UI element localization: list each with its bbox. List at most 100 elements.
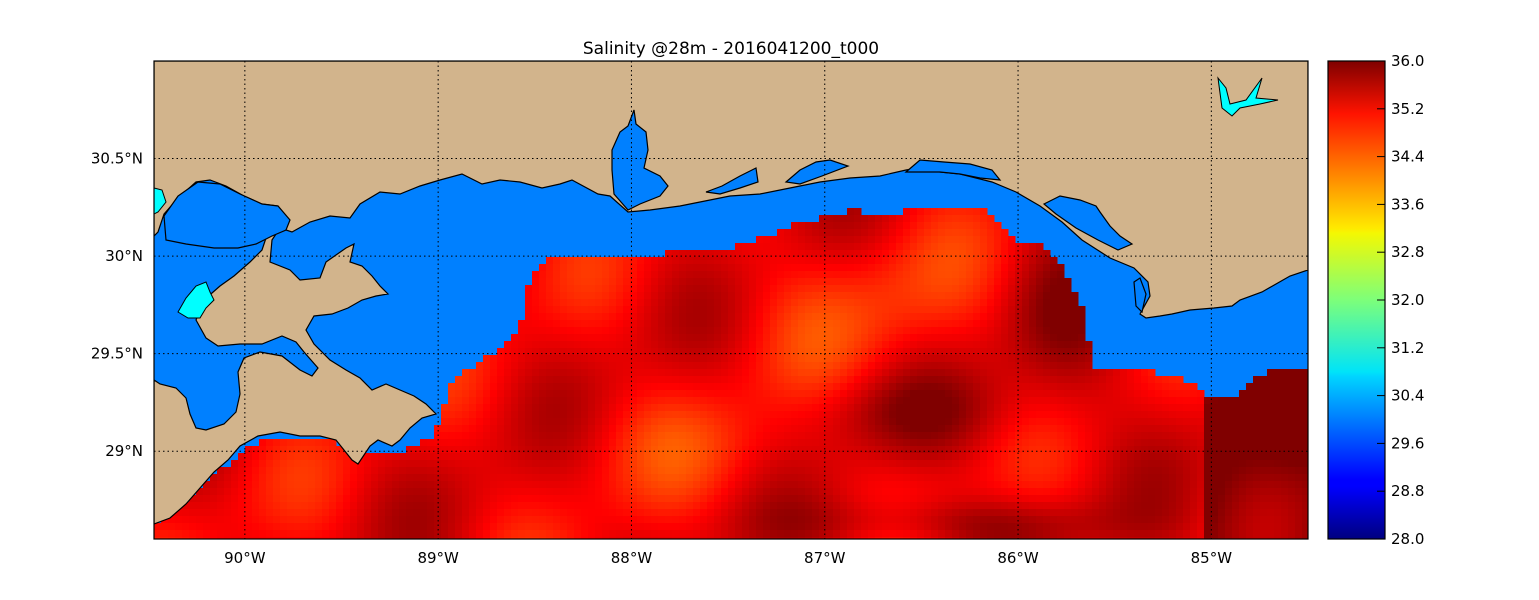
salinity-cell bbox=[1036, 411, 1044, 419]
salinity-cell bbox=[875, 432, 883, 440]
salinity-cell bbox=[1092, 439, 1100, 447]
salinity-cell bbox=[749, 376, 757, 384]
salinity-cell bbox=[1225, 432, 1233, 440]
salinity-cell bbox=[630, 453, 638, 461]
salinity-cell bbox=[721, 537, 729, 539]
salinity-cell bbox=[644, 418, 652, 426]
salinity-cell bbox=[616, 439, 624, 447]
salinity-cell bbox=[959, 446, 967, 454]
salinity-cell bbox=[826, 369, 834, 377]
salinity-cell bbox=[1218, 439, 1226, 447]
salinity-cell bbox=[511, 411, 519, 419]
salinity-cell bbox=[266, 474, 274, 482]
salinity-cell bbox=[707, 411, 715, 419]
salinity-cell bbox=[980, 264, 988, 272]
salinity-cell bbox=[1001, 278, 1009, 286]
salinity-cell bbox=[875, 383, 883, 391]
salinity-cell bbox=[728, 327, 736, 335]
salinity-cell bbox=[854, 334, 862, 342]
salinity-cell bbox=[889, 432, 897, 440]
salinity-cell bbox=[637, 320, 645, 328]
salinity-cell bbox=[490, 523, 498, 531]
salinity-cell bbox=[889, 376, 897, 384]
salinity-cell bbox=[756, 537, 764, 539]
salinity-cell bbox=[609, 299, 617, 307]
salinity-cell bbox=[707, 292, 715, 300]
salinity-cell bbox=[952, 467, 960, 475]
salinity-cell bbox=[798, 397, 806, 405]
salinity-cell bbox=[1155, 404, 1163, 412]
salinity-cell bbox=[560, 516, 568, 524]
salinity-cell bbox=[1169, 418, 1177, 426]
salinity-cell bbox=[749, 460, 757, 468]
salinity-cell bbox=[1225, 523, 1233, 531]
salinity-cell bbox=[301, 509, 309, 517]
salinity-cell bbox=[917, 446, 925, 454]
salinity-cell bbox=[1071, 425, 1079, 433]
salinity-cell bbox=[1008, 278, 1016, 286]
salinity-cell bbox=[896, 285, 904, 293]
salinity-cell bbox=[1092, 509, 1100, 517]
salinity-cell bbox=[371, 488, 379, 496]
salinity-cell bbox=[658, 509, 666, 517]
salinity-cell bbox=[700, 369, 708, 377]
salinity-cell bbox=[448, 397, 456, 405]
salinity-cell bbox=[910, 488, 918, 496]
salinity-cell bbox=[469, 453, 477, 461]
salinity-cell bbox=[1162, 418, 1170, 426]
salinity-cell bbox=[1260, 432, 1268, 440]
salinity-cell bbox=[539, 334, 547, 342]
salinity-cell bbox=[644, 474, 652, 482]
salinity-cell bbox=[469, 369, 477, 377]
salinity-cell bbox=[1022, 257, 1030, 265]
salinity-cell bbox=[1029, 446, 1037, 454]
salinity-cell bbox=[518, 523, 526, 531]
salinity-cell bbox=[1071, 383, 1079, 391]
salinity-cell bbox=[868, 425, 876, 433]
salinity-cell bbox=[630, 411, 638, 419]
salinity-cell bbox=[735, 523, 743, 531]
salinity-cell bbox=[840, 229, 848, 237]
salinity-cell bbox=[210, 502, 218, 510]
salinity-cell bbox=[560, 285, 568, 293]
salinity-cell bbox=[882, 383, 890, 391]
salinity-cell bbox=[840, 481, 848, 489]
salinity-cell bbox=[672, 362, 680, 370]
salinity-cell bbox=[784, 320, 792, 328]
salinity-cell bbox=[665, 369, 673, 377]
salinity-cell bbox=[658, 397, 666, 405]
salinity-cell bbox=[630, 271, 638, 279]
salinity-cell bbox=[924, 425, 932, 433]
salinity-cell bbox=[1036, 348, 1044, 356]
salinity-cell bbox=[546, 516, 554, 524]
salinity-cell bbox=[1141, 509, 1149, 517]
salinity-cell bbox=[812, 474, 820, 482]
salinity-cell bbox=[819, 271, 827, 279]
salinity-cell bbox=[469, 411, 477, 419]
salinity-cell bbox=[378, 530, 386, 538]
salinity-cell bbox=[840, 285, 848, 293]
salinity-cell bbox=[826, 488, 834, 496]
salinity-cell bbox=[1127, 474, 1135, 482]
salinity-cell bbox=[889, 397, 897, 405]
salinity-cell bbox=[721, 271, 729, 279]
salinity-cell bbox=[1078, 369, 1086, 377]
salinity-cell bbox=[623, 397, 631, 405]
salinity-cell bbox=[924, 376, 932, 384]
salinity-cell bbox=[770, 404, 778, 412]
salinity-cell bbox=[1008, 341, 1016, 349]
salinity-cell bbox=[609, 509, 617, 517]
salinity-cell bbox=[630, 537, 638, 539]
salinity-cell bbox=[455, 425, 463, 433]
salinity-cell bbox=[616, 425, 624, 433]
salinity-cell bbox=[952, 320, 960, 328]
salinity-cell bbox=[448, 481, 456, 489]
salinity-cell bbox=[994, 376, 1002, 384]
salinity-cell bbox=[777, 348, 785, 356]
salinity-cell bbox=[742, 460, 750, 468]
salinity-cell bbox=[1141, 481, 1149, 489]
salinity-cell bbox=[721, 530, 729, 538]
salinity-cell bbox=[847, 411, 855, 419]
salinity-cell bbox=[630, 530, 638, 538]
salinity-cell bbox=[882, 509, 890, 517]
